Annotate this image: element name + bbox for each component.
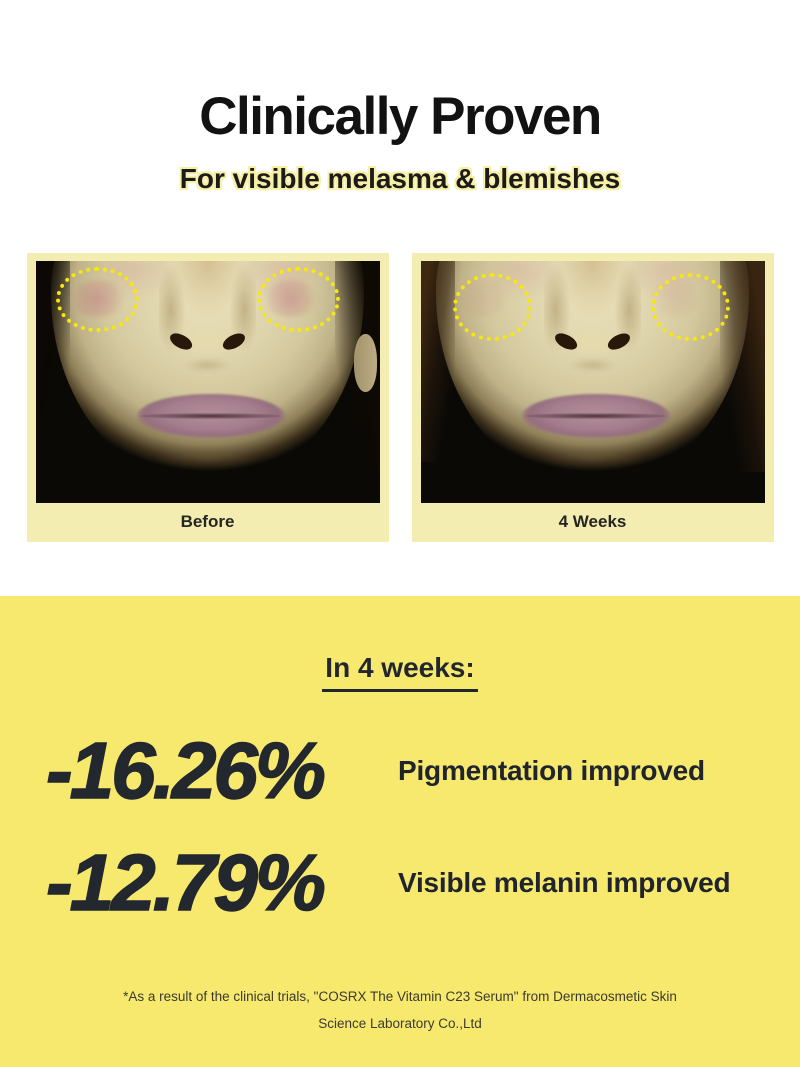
main-title: Clinically Proven bbox=[199, 87, 602, 146]
dotted-circle-annotation-right bbox=[257, 267, 340, 333]
dotted-circle-annotation-left bbox=[56, 267, 139, 333]
disclaimer-line-1: *As a result of the clinical trials, "CO… bbox=[123, 989, 677, 1005]
disclaimer: *As a result of the clinical trials, "CO… bbox=[0, 984, 800, 1037]
hair-shadow-left bbox=[420, 261, 455, 462]
results-heading-wrap: In 4 weeks: bbox=[0, 652, 800, 692]
disclaimer-line-2: Science Laboratory Co.,Ltd bbox=[318, 1015, 482, 1031]
lip-line bbox=[525, 412, 667, 420]
before-label: Before bbox=[180, 512, 235, 531]
dotted-circle-annotation-right bbox=[650, 273, 731, 341]
stat-row-melanin: -12.79% Visible melanin improved bbox=[45, 838, 784, 927]
stat-label: Visible melanin improved bbox=[398, 867, 731, 898]
ear bbox=[354, 333, 377, 392]
philtrum-shadow bbox=[568, 357, 617, 373]
before-after-comparison: Before 4 Weeks bbox=[25, 253, 775, 542]
after-card: 4 Weeks bbox=[411, 253, 774, 542]
lip-line bbox=[140, 412, 282, 420]
results-section: In 4 weeks: -16.26% Pigmentation improve… bbox=[0, 596, 800, 1067]
philtrum-shadow bbox=[183, 357, 232, 373]
dotted-circle-annotation-left bbox=[453, 273, 533, 341]
stat-value: -16.26% bbox=[45, 726, 326, 815]
subtitle-highlighted: For visible melasma & blemishes bbox=[179, 163, 621, 194]
before-photo bbox=[35, 261, 380, 503]
chin-shadow bbox=[537, 447, 648, 467]
stat-label: Pigmentation improved bbox=[398, 755, 705, 786]
before-card: Before bbox=[26, 253, 389, 542]
after-photo bbox=[420, 261, 765, 503]
stats-list: -16.26% Pigmentation improved -12.79% Vi… bbox=[45, 726, 784, 927]
stat-value: -12.79% bbox=[45, 838, 326, 927]
chin-shadow bbox=[152, 447, 263, 467]
after-label: 4 Weeks bbox=[558, 512, 627, 531]
results-heading: In 4 weeks: bbox=[322, 652, 478, 692]
stat-row-pigmentation: -16.26% Pigmentation improved bbox=[45, 726, 784, 815]
